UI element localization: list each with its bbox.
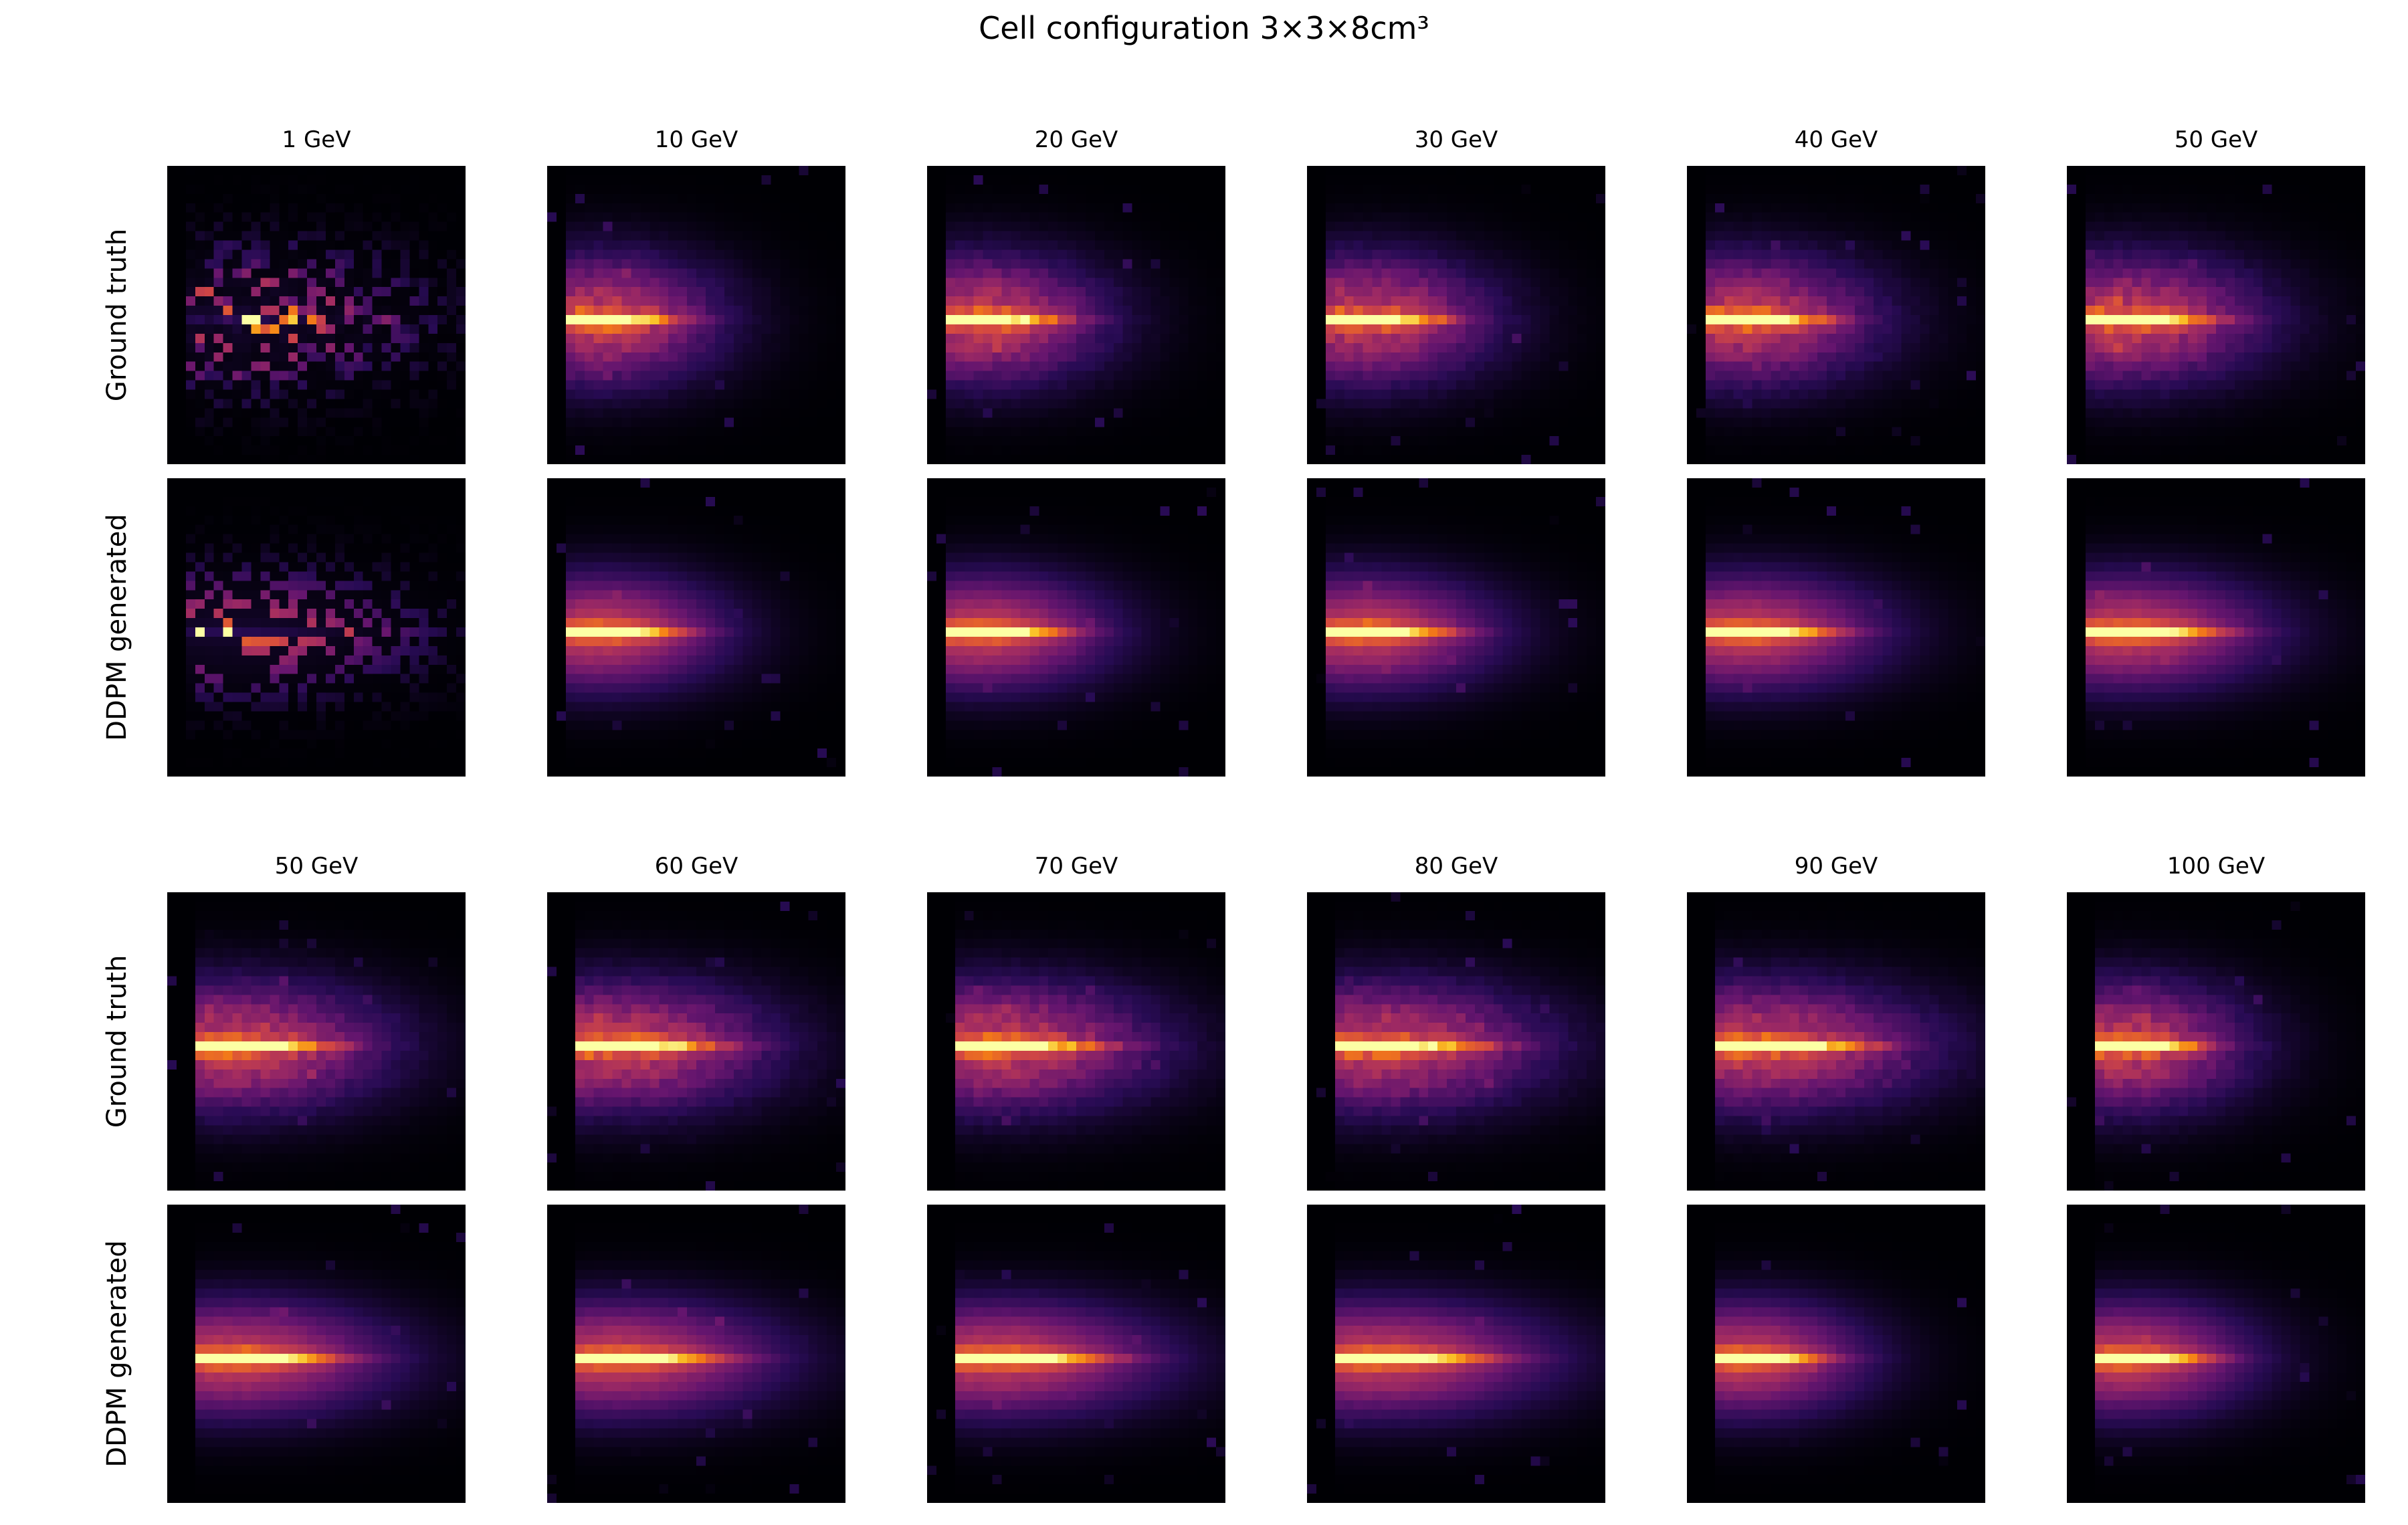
heatmap-panel	[927, 478, 1225, 777]
heatmap-panel	[1687, 1205, 1985, 1503]
heatmap-panel	[2067, 166, 2365, 464]
heatmap-panel	[167, 478, 466, 777]
panel-title: 1 GeV	[282, 126, 351, 153]
panel-grid: 1 GeV 10 GeV 20 GeV 30 GeV 40 GeV 50 GeV Groun…	[102, 126, 2365, 1503]
heatmap-panel	[2067, 1205, 2365, 1503]
heatmap-panel	[927, 1205, 1225, 1503]
panel-title: 50 GeV	[275, 853, 359, 880]
heatmap-panel	[547, 892, 845, 1191]
heatmap-panel	[1687, 166, 1985, 464]
heatmap-panel	[1687, 478, 1985, 777]
heatmap-panel	[927, 166, 1225, 464]
heatmap-panel	[927, 892, 1225, 1191]
heatmap-panel	[167, 1205, 466, 1503]
heatmap-panel	[2067, 892, 2365, 1191]
row-label: Ground truth	[102, 955, 132, 1128]
heatmap-panel	[167, 166, 466, 464]
panel-title: 30 GeV	[1415, 126, 1498, 153]
panel-title: 20 GeV	[1035, 126, 1118, 153]
panel-title: 10 GeV	[655, 126, 738, 153]
panel-title: 40 GeV	[1795, 126, 1878, 153]
heatmap-panel	[2067, 478, 2365, 777]
heatmap-panel	[1307, 1205, 1605, 1503]
row-label: DDPM generated	[102, 1240, 132, 1467]
panel-title: 60 GeV	[655, 853, 738, 880]
row-label: DDPM generated	[102, 514, 132, 741]
heatmap-panel	[547, 166, 845, 464]
panel-title: 80 GeV	[1415, 853, 1498, 880]
heatmap-panel	[167, 892, 466, 1191]
heatmap-panel	[1307, 478, 1605, 777]
heatmap-panel	[1307, 166, 1605, 464]
panel-title: 90 GeV	[1795, 853, 1878, 880]
heatmap-panel	[1307, 892, 1605, 1191]
heatmap-panel	[547, 1205, 845, 1503]
heatmap-panel	[1687, 892, 1985, 1191]
heatmap-panel	[547, 478, 845, 777]
row-label: Ground truth	[102, 229, 132, 401]
panel-title: 50 GeV	[2175, 126, 2258, 153]
panel-title: 100 GeV	[2167, 853, 2265, 880]
panel-title: 70 GeV	[1035, 853, 1118, 880]
figure-title: Cell configuration 3×3×8cm³	[979, 10, 1429, 46]
